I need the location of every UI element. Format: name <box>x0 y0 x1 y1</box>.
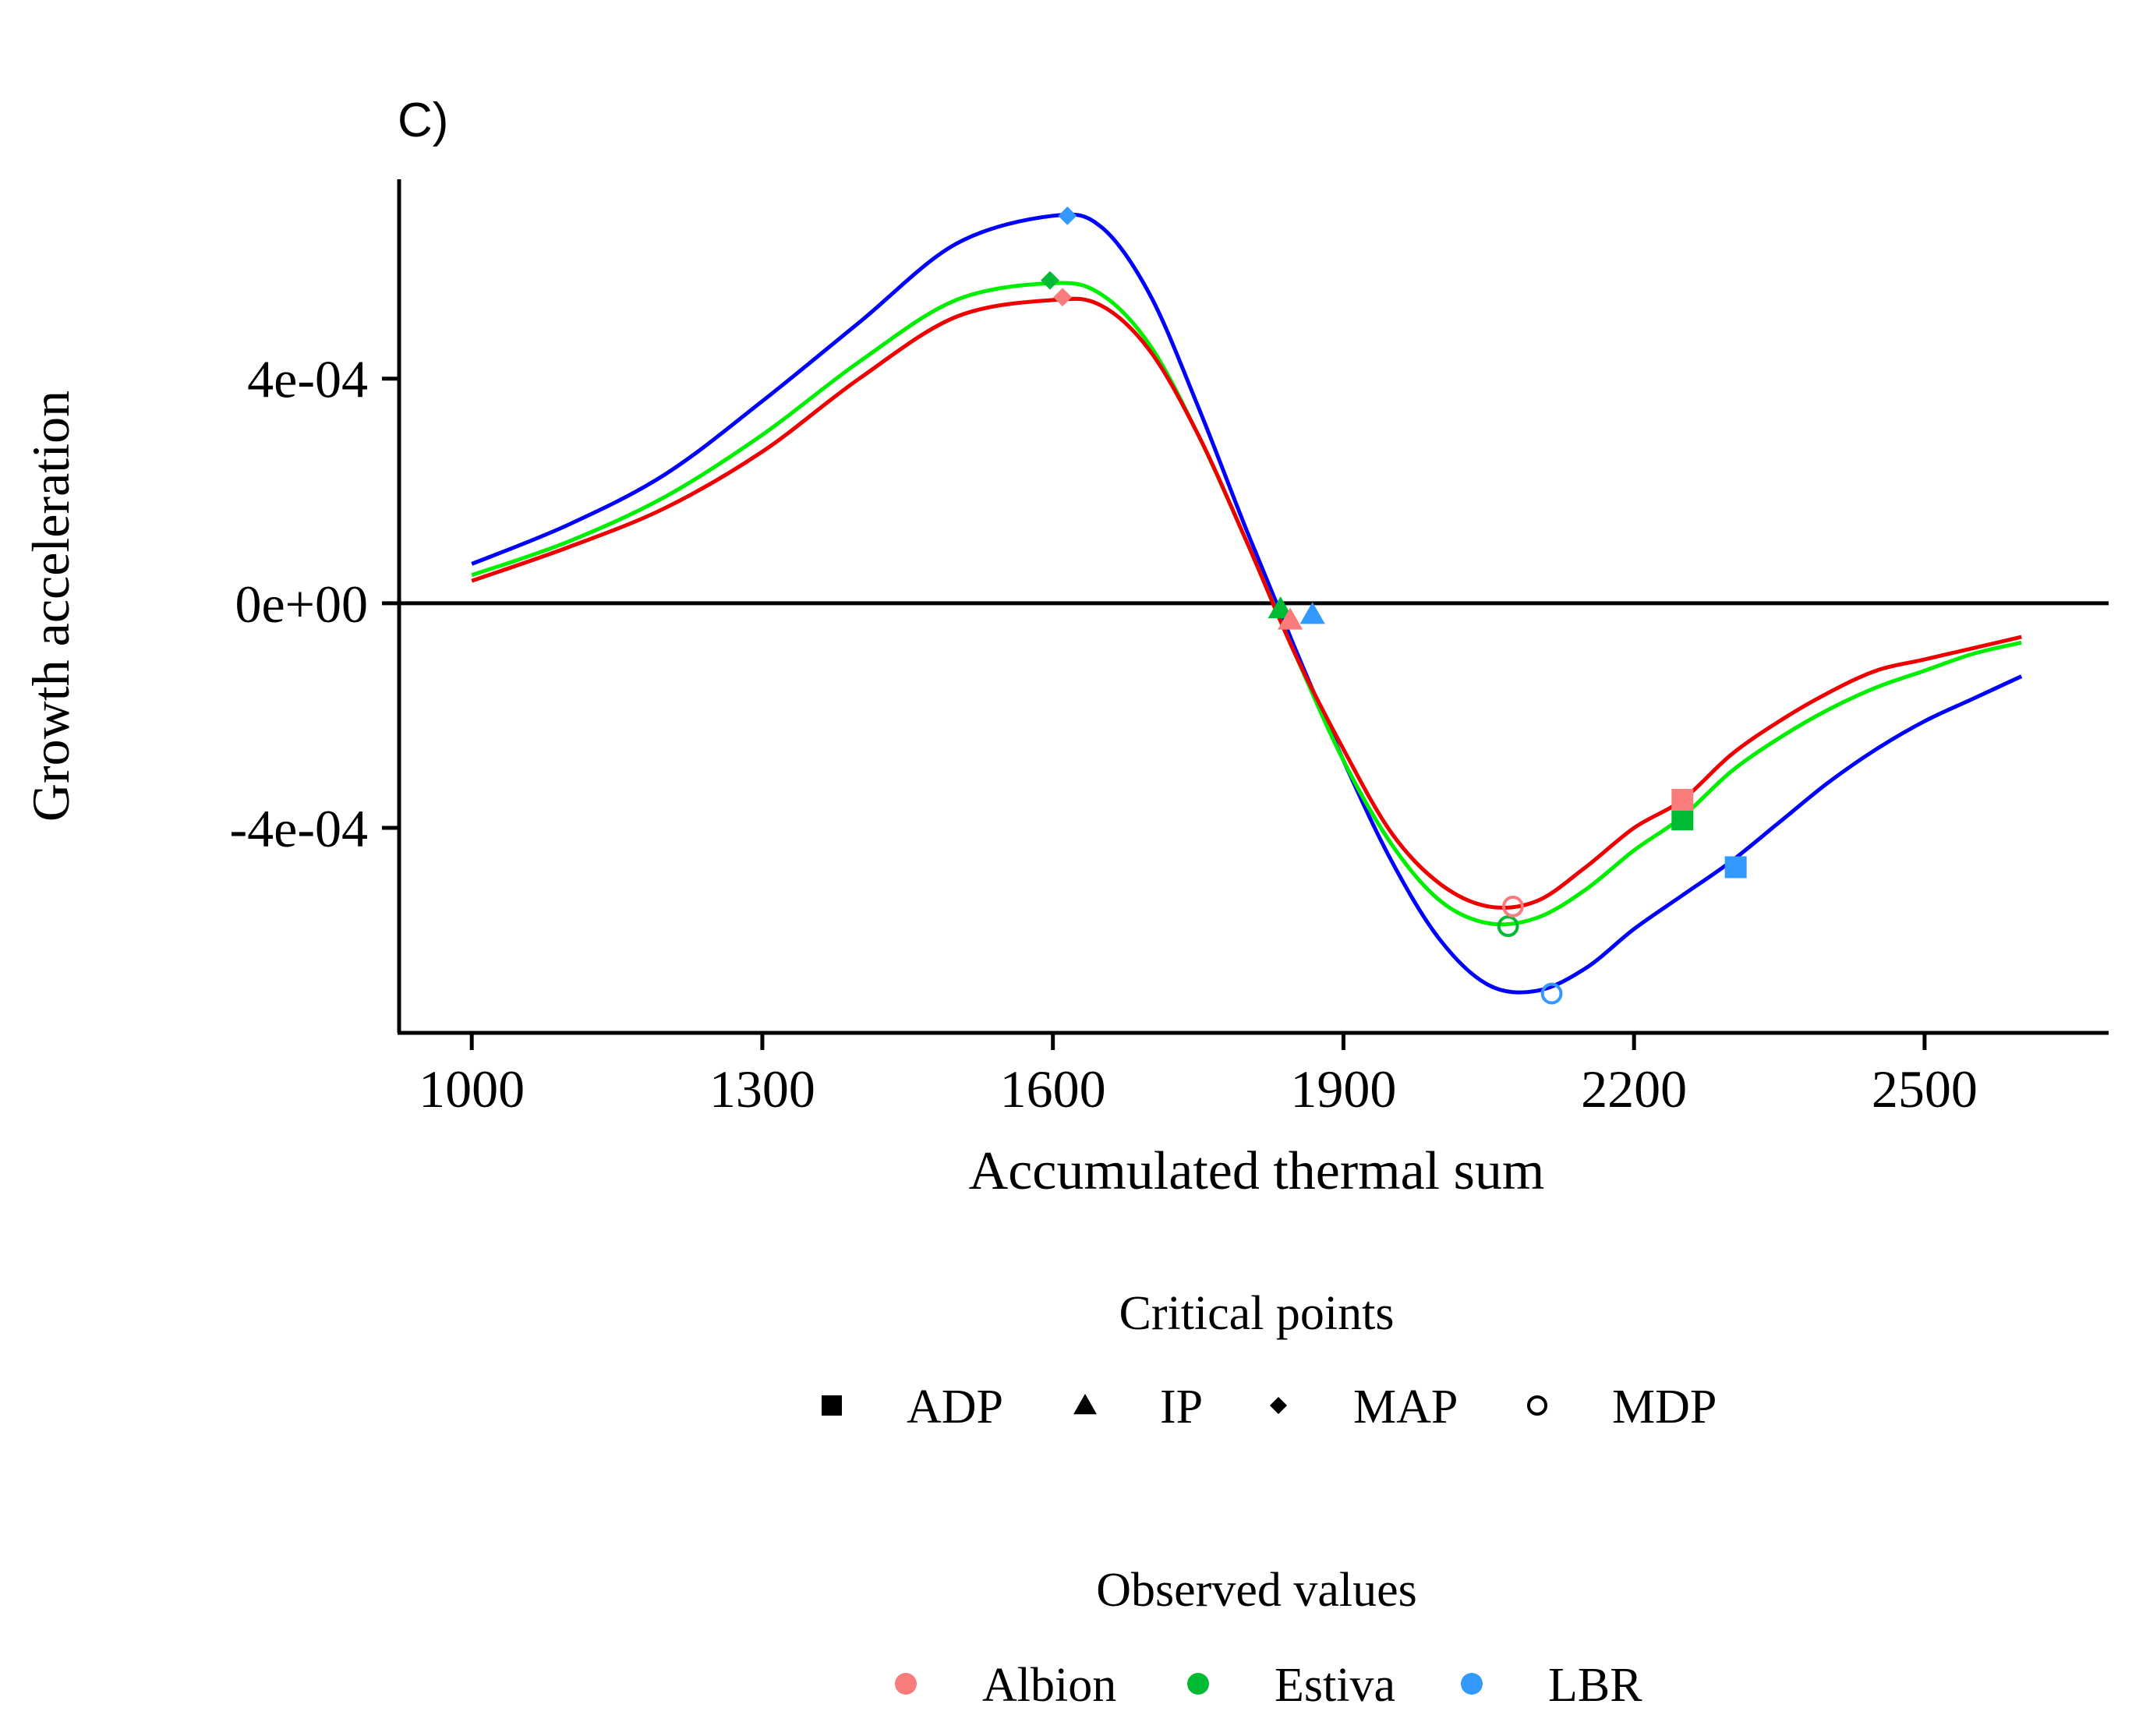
legend-label: IP <box>1160 1381 1203 1434</box>
x-tick-label: 1900 <box>1290 1059 1396 1119</box>
legend-key-ip <box>1073 1394 1097 1415</box>
curve-albion <box>471 296 2022 910</box>
curves <box>471 212 2023 995</box>
x-tick-label: 1000 <box>419 1059 525 1119</box>
curve-estiva <box>471 281 2022 927</box>
critical-point-ip-estiva <box>1268 596 1293 619</box>
legend-label: MDP <box>1612 1381 1717 1434</box>
legend-key-adp <box>822 1395 842 1416</box>
legend-key-estiva <box>1187 1673 1209 1695</box>
legend-label: Albion <box>982 1659 1116 1712</box>
x-tick-label: 2500 <box>1872 1059 1978 1119</box>
critical-point-mdp-estiva <box>1497 915 1519 938</box>
critical-point-map-estiva <box>1041 270 1059 290</box>
legend-label: MAP <box>1353 1381 1458 1434</box>
critical-point-mdp-lbr <box>1540 982 1563 1005</box>
critical-point-ip-lbr <box>1299 602 1325 624</box>
x-tick-label: 2200 <box>1581 1059 1687 1119</box>
legend-observed-values: Observed values Albion Estiva LBR <box>895 1564 1642 1712</box>
critical-point-adp-albion <box>1671 789 1694 811</box>
x-axis-title: Accumulated thermal sum <box>969 1141 1545 1201</box>
critical-points <box>1041 206 1747 1005</box>
legend-label: ADP <box>907 1381 1003 1434</box>
critical-point-map-albion <box>1053 288 1073 307</box>
y-tick-label: -4e-04 <box>230 799 368 858</box>
legend-title: Critical points <box>1119 1287 1394 1340</box>
x-tick-label: 1600 <box>1000 1059 1106 1119</box>
legend-title: Observed values <box>1096 1564 1416 1617</box>
critical-point-ip-albion <box>1277 607 1303 630</box>
critical-point-mdp-albion <box>1501 896 1524 917</box>
y-axis-title: Growth acceleration <box>21 391 80 822</box>
critical-point-map-lbr <box>1058 206 1077 225</box>
legend-critical-points: Critical points ADP IP MAP MDP <box>822 1287 1717 1434</box>
critical-point-adp-lbr <box>1724 856 1747 879</box>
legend-key-lbr <box>1461 1673 1483 1695</box>
legend-label: Estiva <box>1275 1659 1395 1712</box>
critical-point-adp-estiva <box>1671 808 1694 831</box>
y-tick-label: 0e+00 <box>235 575 368 634</box>
legend-key-albion <box>895 1673 917 1695</box>
legend-key-map <box>1269 1396 1288 1415</box>
legend-key-mdp <box>1526 1395 1548 1416</box>
panel-label: C) <box>398 94 448 147</box>
x-tick-label: 1300 <box>709 1059 815 1119</box>
legend-label: LBR <box>1548 1659 1642 1712</box>
y-tick-label: 4e-04 <box>247 350 368 409</box>
axes: 1000 1300 1600 1900 2200 2500 4e-04 0e+00 -4e-04 <box>230 179 2109 1119</box>
